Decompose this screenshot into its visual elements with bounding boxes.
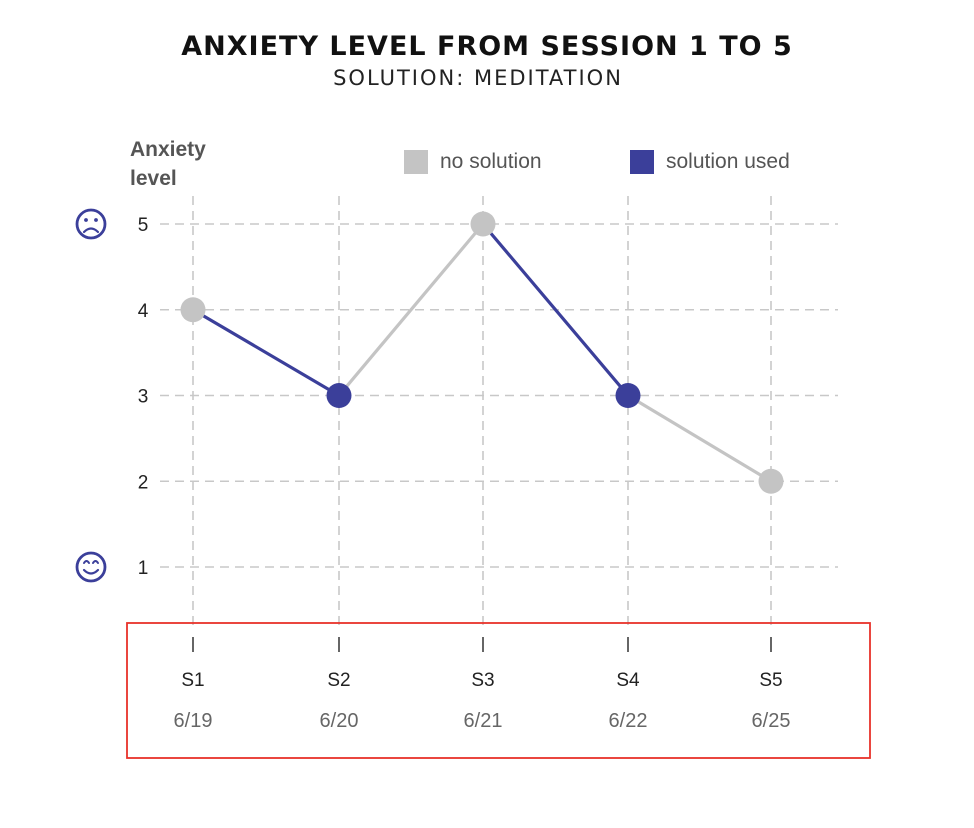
- series-segment: [481, 222, 630, 398]
- series-segment: [191, 308, 341, 398]
- data-point: [470, 211, 496, 237]
- x-date-label: 6/21: [464, 710, 503, 732]
- x-date-label: 6/25: [752, 710, 791, 732]
- x-tick-label: S5: [759, 670, 782, 691]
- data-point: [615, 383, 641, 408]
- legend-swatch-solution-used: [630, 150, 654, 174]
- x-axis-highlight-box: [126, 622, 871, 759]
- series-segment: [337, 222, 485, 398]
- x-date-label: 6/19: [174, 710, 213, 732]
- data-point: [180, 297, 206, 323]
- y-tick-label: 3: [138, 387, 149, 408]
- y-axis-ticks: 1 2 3 4 5: [138, 215, 149, 579]
- x-axis-ticks: S1 6/19 S2 6/20 S3 6/21 S4 6/22 S5 6/25: [174, 637, 791, 732]
- data-point: [758, 468, 784, 494]
- x-date-label: 6/22: [609, 710, 648, 732]
- grid: [160, 196, 838, 625]
- y-tick-label: 1: [138, 558, 149, 579]
- legend-label-no-solution: no solution: [440, 150, 542, 173]
- chart-title: ANXIETY LEVEL FROM SESSION 1 TO 5: [181, 31, 793, 62]
- legend-swatch-no-solution: [404, 150, 428, 174]
- legend-label-solution-used: solution used: [666, 150, 790, 173]
- happy-face-icon: [75, 551, 107, 583]
- series-segment: [626, 393, 773, 483]
- x-tick-label: S3: [471, 670, 494, 691]
- y-axis-label-line2: level: [130, 167, 177, 190]
- y-tick-label: 4: [138, 301, 149, 322]
- sad-face-icon: [75, 208, 107, 240]
- y-tick-label: 2: [138, 472, 149, 493]
- chart-subtitle: SOLUTION: MEDITATION: [333, 66, 623, 90]
- x-tick-label: S1: [181, 670, 204, 691]
- x-tick-label: S2: [327, 670, 350, 691]
- x-tick-label: S4: [616, 670, 640, 691]
- y-axis-label-line1: Anxiety: [130, 138, 206, 161]
- data-point: [326, 383, 352, 408]
- legend: no solution solution used: [404, 150, 790, 174]
- y-tick-label: 5: [138, 215, 149, 236]
- x-date-label: 6/20: [320, 710, 359, 732]
- data-series: [180, 211, 784, 494]
